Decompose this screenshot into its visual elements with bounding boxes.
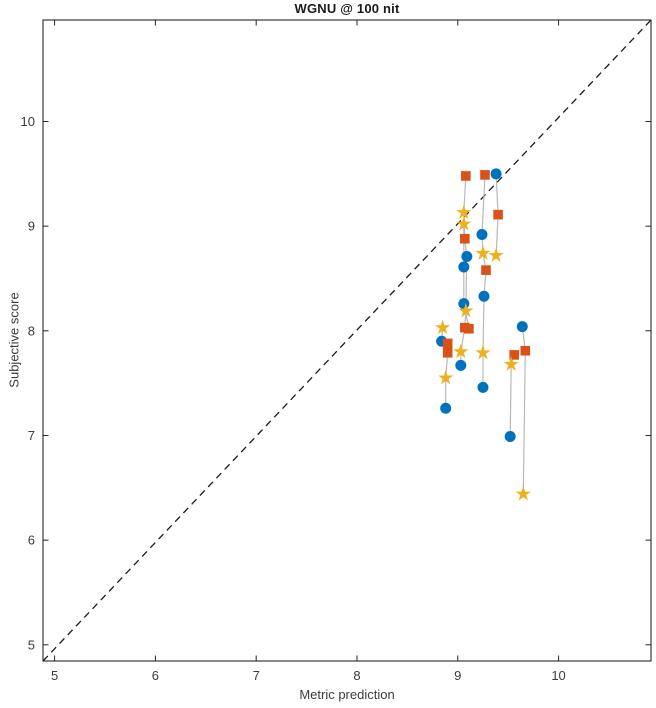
data-point-star (503, 356, 519, 371)
y-tick-label: 10 (21, 114, 35, 129)
data-point-star (438, 369, 454, 385)
y-tick-label: 9 (28, 219, 35, 234)
x-axis-label: Metric prediction (299, 687, 395, 702)
y-tick-label: 7 (28, 428, 35, 443)
chart-title: WGNU @ 100 nit (294, 1, 400, 16)
data-point-star (435, 319, 451, 335)
data-point-star (453, 343, 469, 359)
data-point-circle (504, 431, 516, 443)
data-point-star (475, 344, 491, 360)
data-point-square (442, 338, 453, 349)
data-point-square (481, 265, 491, 275)
data-point-square (509, 350, 520, 360)
x-tick-label: 5 (51, 668, 58, 683)
data-point-star (515, 486, 531, 501)
data-point-star (475, 245, 491, 260)
data-point-circle (455, 359, 467, 371)
x-tick-label: 7 (253, 668, 260, 683)
data-point-circle (458, 261, 470, 273)
data-point-square (520, 345, 531, 356)
data-point-star (456, 204, 472, 220)
data-point-square (460, 233, 470, 244)
data-point-star (458, 302, 474, 318)
x-tick-label: 8 (353, 668, 360, 683)
data-point-square (480, 170, 490, 180)
data-point-square (442, 347, 453, 358)
data-point-circle (478, 290, 490, 302)
y-tick-label: 6 (28, 533, 35, 548)
x-tick-label: 6 (152, 668, 159, 683)
x-tick-label: 10 (551, 668, 565, 683)
data-point-square (461, 171, 471, 181)
connector-line (463, 224, 470, 329)
data-point-circle (476, 229, 488, 241)
data-point-star (456, 216, 472, 231)
data-point-circle (458, 298, 470, 310)
data-point-square (464, 323, 474, 334)
identity-line (42, 19, 652, 662)
data-point-circle (516, 321, 528, 333)
x-tick-label: 9 (454, 668, 461, 683)
data-point-square (493, 209, 503, 220)
data-point-star (488, 247, 504, 262)
data-point-circle (490, 168, 502, 180)
axis-box (42, 19, 652, 662)
y-axis-label: Subjective score (6, 292, 22, 388)
y-tick-label: 5 (28, 637, 35, 652)
y-tick-label: 8 (28, 323, 35, 338)
data-point-circle (461, 251, 473, 263)
data-point-circle (440, 402, 452, 414)
data-point-circle (477, 381, 489, 393)
